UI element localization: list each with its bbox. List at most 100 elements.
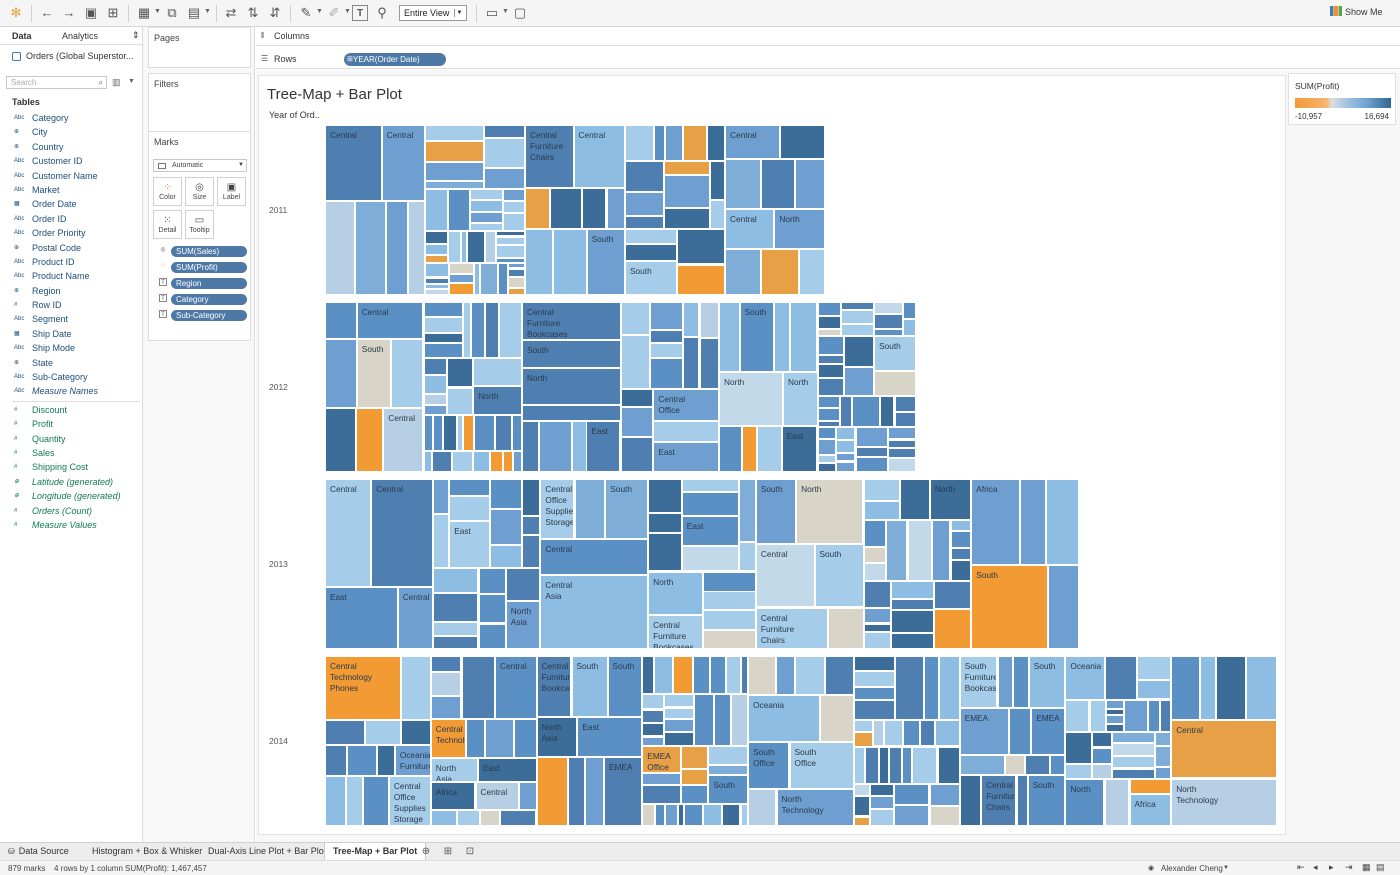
treemap-tile[interactable]: [430, 671, 462, 696]
treemap-tile[interactable]: Central Office: [653, 388, 719, 421]
treemap-tile[interactable]: [390, 339, 424, 408]
treemap-tile[interactable]: [748, 656, 777, 695]
treemap-tile[interactable]: East: [586, 420, 621, 472]
treemap-tile[interactable]: [795, 159, 825, 209]
treemap-tile[interactable]: [673, 656, 693, 694]
treemap-tile[interactable]: [841, 302, 875, 311]
treemap-tile[interactable]: Central Furniture Bookcases: [536, 656, 572, 717]
treemap-tile[interactable]: [702, 629, 756, 649]
treemap-tile[interactable]: [887, 439, 916, 449]
treemap-tile[interactable]: [817, 364, 844, 379]
field-shipping-cost[interactable]: # Shipping Cost: [12, 460, 140, 474]
treemap-tile[interactable]: [448, 189, 470, 232]
treemap-tile[interactable]: [879, 746, 890, 785]
treemap-tile[interactable]: [887, 448, 916, 459]
treemap-tile[interactable]: [1155, 746, 1172, 768]
highlight-icon[interactable]: ✎: [300, 5, 312, 20]
treemap-tile[interactable]: [894, 395, 916, 412]
treemap-tile[interactable]: [1171, 656, 1201, 720]
treemap-tile[interactable]: [699, 302, 719, 338]
treemap-tile[interactable]: [891, 632, 935, 649]
treemap-tile[interactable]: Central: [381, 125, 425, 202]
treemap-tile[interactable]: [496, 245, 525, 258]
treemap-tile[interactable]: [1106, 709, 1124, 715]
treemap-tile[interactable]: [950, 530, 972, 548]
treemap-tile[interactable]: [843, 336, 875, 367]
field-quantity[interactable]: # Quantity: [12, 432, 140, 446]
redo-icon[interactable]: →: [62, 5, 76, 20]
treemap-tile[interactable]: [1091, 732, 1113, 748]
treemap-tile[interactable]: North: [648, 571, 703, 615]
treemap-tile[interactable]: [1148, 699, 1160, 733]
tab-data[interactable]: Data: [12, 31, 32, 41]
treemap-tile[interactable]: [853, 784, 871, 796]
treemap-tile[interactable]: [620, 388, 654, 407]
treemap-tile[interactable]: [365, 719, 401, 746]
treemap-tile[interactable]: [841, 310, 875, 325]
treemap-tile[interactable]: [495, 415, 512, 451]
treemap-tile[interactable]: [489, 508, 522, 545]
treemap-tile[interactable]: [863, 519, 886, 547]
treemap-tile[interactable]: Central: [325, 479, 372, 587]
save-icon[interactable]: ▣: [84, 5, 98, 20]
treemap-tile[interactable]: East: [653, 441, 719, 472]
show-me-button[interactable]: Show Me: [1330, 6, 1383, 17]
treemap-tile[interactable]: [885, 519, 908, 581]
treemap-tile[interactable]: [773, 302, 790, 373]
treemap-tile[interactable]: [663, 731, 695, 746]
duplicate-sheet-icon[interactable]: ⧉: [167, 5, 177, 20]
treemap-tile[interactable]: [663, 693, 695, 708]
treemap-tile[interactable]: [522, 515, 541, 536]
treemap-tile[interactable]: [779, 125, 825, 160]
treemap-tile[interactable]: [625, 244, 678, 261]
treemap-tile[interactable]: [620, 407, 654, 438]
pill-sum-profit[interactable]: SUM(Profit): [171, 262, 247, 273]
new-worksheet-dropdown-icon[interactable]: ▼: [154, 8, 161, 15]
treemap-tile[interactable]: [894, 411, 916, 427]
treemap-tile[interactable]: [463, 302, 471, 358]
treemap-2014[interactable]: Central Technology Phones Oceania Furnitu…: [325, 656, 1277, 826]
treemap-tile[interactable]: [585, 757, 604, 826]
treemap-tile[interactable]: [507, 287, 525, 295]
treemap-tile[interactable]: [423, 357, 448, 375]
treemap-tile[interactable]: Central Technology Phones: [325, 656, 402, 720]
pages-card[interactable]: Pages: [148, 27, 251, 68]
treemap-tile[interactable]: [432, 592, 479, 622]
treemap-tile[interactable]: [950, 547, 972, 560]
columns-shelf[interactable]: ⦀ Columns: [256, 27, 1400, 46]
treemap-tile[interactable]: [738, 542, 756, 572]
field-city[interactable]: ⊕ City: [12, 125, 140, 139]
treemap-tile[interactable]: Central: [371, 479, 433, 587]
field-postal-code[interactable]: ⊕ Postal Code: [12, 241, 140, 255]
sort-descending-icon[interactable]: ⇵: [269, 5, 281, 20]
treemap-tile[interactable]: [923, 656, 940, 721]
treemap-tile[interactable]: [425, 283, 449, 289]
treemap-tile[interactable]: [853, 686, 896, 700]
treemap-2013[interactable]: Central Central East Central East North Asia C…: [325, 479, 1079, 649]
treemap-tile[interactable]: [1025, 755, 1051, 776]
treemap-tile[interactable]: Oceania: [1065, 656, 1105, 700]
field-latitude-generated[interactable]: ⊕ Latitude (generated): [12, 475, 140, 489]
treemap-tile[interactable]: [642, 736, 664, 746]
treemap-tile[interactable]: [423, 415, 434, 451]
treemap-tile[interactable]: [449, 496, 490, 521]
next-page-icon[interactable]: ▸: [1329, 862, 1334, 872]
treemap-tile[interactable]: [817, 463, 837, 472]
fix-axes-icon[interactable]: ⚲: [377, 5, 387, 20]
treemap-tile[interactable]: [935, 720, 960, 747]
treemap-tile[interactable]: [425, 161, 484, 182]
treemap-tile[interactable]: [843, 367, 875, 396]
treemap-tile[interactable]: Central Furniture Chairs: [981, 775, 1017, 826]
field-country[interactable]: ⊕ Country: [12, 140, 140, 154]
treemap-tile[interactable]: [741, 426, 757, 472]
treemap-tile[interactable]: Oceania: [748, 694, 821, 742]
treemap-tile[interactable]: [708, 765, 749, 776]
treemap-tile[interactable]: [432, 567, 479, 593]
treemap-tile[interactable]: [496, 257, 525, 263]
treemap-tile[interactable]: [920, 720, 936, 747]
treemap-tile[interactable]: [443, 415, 458, 451]
treemap-tile[interactable]: [1065, 699, 1090, 733]
treemap-tile[interactable]: [469, 199, 504, 213]
field-customer-id[interactable]: Abc Customer ID: [12, 154, 140, 168]
treemap-tile[interactable]: [663, 174, 711, 208]
